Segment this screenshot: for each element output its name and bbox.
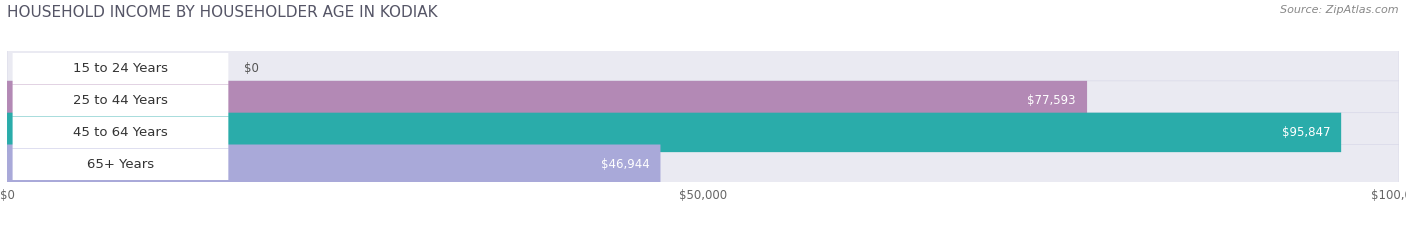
- Text: 25 to 44 Years: 25 to 44 Years: [73, 94, 167, 107]
- FancyBboxPatch shape: [7, 81, 1087, 120]
- Text: 15 to 24 Years: 15 to 24 Years: [73, 62, 167, 75]
- Text: $77,593: $77,593: [1028, 94, 1076, 107]
- FancyBboxPatch shape: [13, 148, 228, 180]
- FancyBboxPatch shape: [7, 113, 1399, 152]
- Text: 65+ Years: 65+ Years: [87, 158, 155, 171]
- FancyBboxPatch shape: [13, 85, 228, 116]
- Text: Source: ZipAtlas.com: Source: ZipAtlas.com: [1281, 5, 1399, 15]
- FancyBboxPatch shape: [13, 53, 228, 85]
- Text: $0: $0: [243, 62, 259, 75]
- FancyBboxPatch shape: [7, 81, 1399, 120]
- Text: $95,847: $95,847: [1281, 126, 1330, 139]
- Text: 45 to 64 Years: 45 to 64 Years: [73, 126, 167, 139]
- FancyBboxPatch shape: [7, 113, 1341, 152]
- Text: $46,944: $46,944: [600, 158, 650, 171]
- FancyBboxPatch shape: [7, 144, 661, 184]
- FancyBboxPatch shape: [7, 144, 1399, 184]
- Text: HOUSEHOLD INCOME BY HOUSEHOLDER AGE IN KODIAK: HOUSEHOLD INCOME BY HOUSEHOLDER AGE IN K…: [7, 5, 437, 20]
- FancyBboxPatch shape: [13, 117, 228, 148]
- FancyBboxPatch shape: [7, 49, 1399, 89]
